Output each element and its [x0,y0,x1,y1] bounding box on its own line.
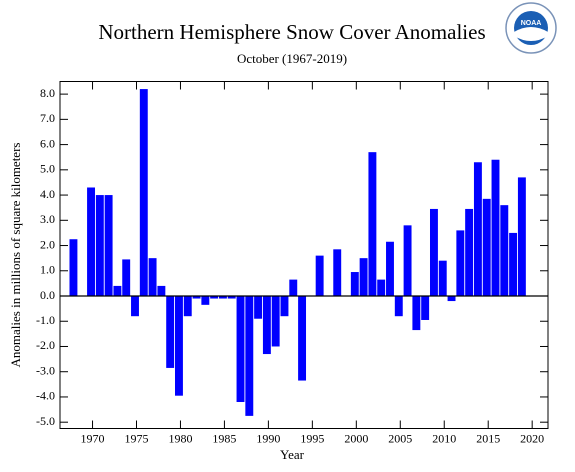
logo-text: NOAA [521,20,542,27]
bar [359,258,368,297]
bar [517,177,526,297]
bar [166,296,175,368]
bar [271,296,280,347]
bar [412,296,421,331]
bar [298,296,307,381]
bar [465,208,474,297]
bar [280,296,289,317]
y-tick-label: -4.0 [36,389,55,403]
bar [491,159,500,297]
x-tick-label: 2005 [388,431,412,445]
bar [236,296,245,403]
bar [95,195,104,297]
bar [254,296,263,319]
bar [438,260,447,297]
bar [368,152,377,297]
bar [218,296,227,299]
bar [377,279,386,297]
bar [69,239,78,297]
bar [403,225,412,297]
y-tick-label: -1.0 [36,313,55,327]
bar [315,255,324,297]
bar [509,232,518,297]
bar [350,272,359,297]
bar [394,296,403,317]
x-tick-label: 2010 [432,431,456,445]
bar [131,296,139,317]
y-axis-label: Anomalies in millions of square kilomete… [8,143,23,368]
bar [245,296,254,416]
chart-title: Northern Hemisphere Snow Cover Anomalies [98,20,485,44]
bar [87,187,95,297]
bar [210,296,219,299]
y-tick-label: 0.0 [40,288,55,302]
bar [333,249,342,297]
bar [421,296,430,320]
y-tick-label: 3.0 [40,212,55,226]
y-tick-label: 6.0 [40,136,55,150]
x-tick-label: 1985 [212,431,236,445]
bar [473,162,482,297]
x-tick-label: 1980 [168,431,192,445]
y-tick-label: 2.0 [40,237,55,251]
chart-subtitle: October (1967-2019) [237,51,347,66]
bar [113,285,122,297]
bar [447,296,456,302]
bar [429,208,438,297]
bar [157,285,166,297]
y-tick-label: 1.0 [40,263,55,277]
bar [500,205,509,297]
x-tick-label: 1990 [256,431,280,445]
x-tick-label: 1975 [124,431,148,445]
y-tick-label: -3.0 [36,363,55,377]
bar [175,296,183,396]
bar [289,279,298,297]
y-tick-label: 8.0 [40,86,55,100]
bar [262,296,271,355]
y-tick-label: 5.0 [40,162,55,176]
bar [482,198,491,297]
x-tick-label: 1995 [300,431,324,445]
bar [183,296,192,317]
logo-wave [514,27,548,41]
y-tick-label: 4.0 [40,187,55,201]
bar [201,296,210,305]
x-tick-label: 2020 [520,431,544,445]
bar [122,259,131,297]
y-tick-label: 7.0 [40,111,55,125]
x-tick-label: 1970 [81,431,105,445]
bar [148,258,157,297]
x-tick-label: 2015 [476,431,500,445]
bar [104,195,113,297]
bar [192,296,201,299]
logo: NOAA [505,2,557,54]
x-tick-label: 2000 [344,431,368,445]
x-axis-label: Year [280,447,305,462]
bar [139,89,148,297]
plot-frame [59,81,549,429]
y-tick-label: -5.0 [36,414,55,428]
bar [227,296,236,299]
bar [386,241,394,297]
bar [456,230,465,297]
y-tick-label: -2.0 [36,338,55,352]
